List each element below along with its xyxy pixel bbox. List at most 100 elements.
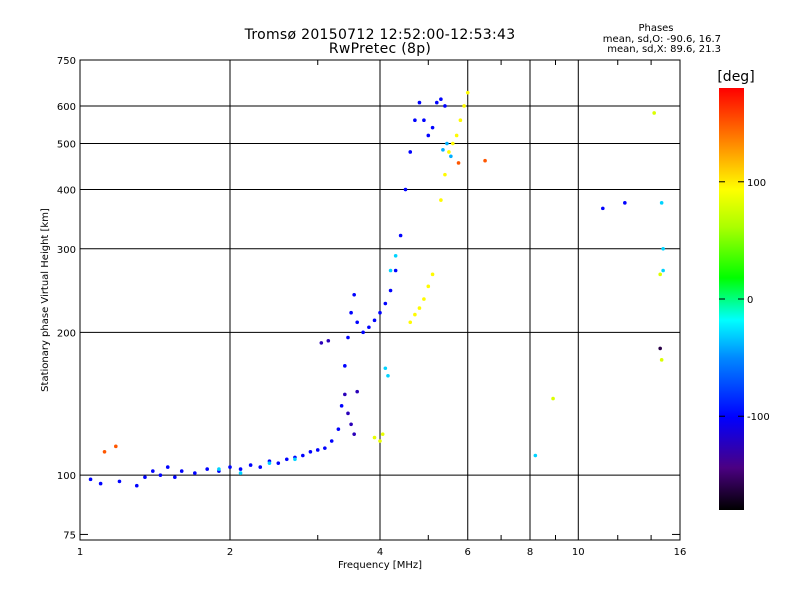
data-point [454,133,459,138]
data-point [413,312,417,317]
data-point [179,469,184,473]
data-point [326,338,331,343]
data-point [533,453,538,458]
data-point [658,272,662,277]
data-point [339,404,344,408]
data-point [372,435,377,440]
phase-stats-header: Phases [638,23,674,34]
data-point [652,111,656,115]
data-point [388,268,393,273]
data-point [267,461,272,465]
data-point [205,467,209,471]
data-point [383,301,388,306]
chart-subtitle: RwPretec (8p) [328,41,432,57]
data-point [661,246,665,251]
y-tick-label: 300 [57,245,76,256]
data-point [551,396,555,401]
data-point [483,158,487,163]
data-point [158,473,163,477]
data-point [352,292,356,297]
data-point [398,233,403,238]
axis-ticks: 1 2 4 6 8 10 16 75 100 200 300 400 500 600 750 [57,56,686,558]
data-point [315,448,320,452]
y-tick-label: 400 [57,186,76,197]
data-points [88,90,665,488]
data-point [258,465,263,469]
data-point [441,148,445,152]
grid [80,60,680,540]
x-tick-label: 8 [527,547,533,558]
data-point [388,288,393,293]
data-point [343,364,347,368]
data-point [386,373,390,378]
data-point [422,118,426,122]
data-point [403,187,408,192]
data-point [151,469,155,473]
data-point [408,150,413,154]
data-point [238,471,243,475]
data-point [88,477,93,482]
data-point [378,439,382,443]
data-point [143,475,147,480]
y-tick-label: 750 [57,56,76,67]
data-point [465,90,470,95]
data-point [98,481,103,486]
y-tick-label: 500 [57,140,76,151]
x-tick-label: 16 [674,547,687,558]
data-point [165,465,170,469]
data-point [661,268,665,273]
data-point [336,427,341,431]
data-point [346,335,350,340]
data-point [445,141,449,146]
data-point [443,172,447,177]
data-point [352,432,356,436]
data-point [284,457,289,462]
data-point [422,297,426,301]
data-point [355,320,359,325]
y-tick-label: 75 [63,530,76,541]
data-point [217,467,221,471]
x-axis-label: Frequency [MHz] [338,560,422,571]
data-point [114,444,118,449]
data-point [383,366,388,371]
data-point [434,100,439,105]
data-point [659,201,664,205]
colorbar-tick-label: -100 [747,412,770,423]
data-point [367,325,371,330]
data-point [413,118,417,122]
data-point [117,479,122,484]
x-tick-label: 10 [572,547,585,558]
data-point [308,450,313,454]
x-tick-label: 6 [465,547,471,558]
data-point [361,330,365,335]
data-point [393,268,398,273]
data-point [417,100,422,105]
phase-stats-x-mode: mean, sd,X: 89.6, 21.3 [607,44,721,55]
data-point [658,346,662,351]
data-point [430,272,435,277]
data-point [238,467,243,471]
phase-stats-o-mode: mean, sd,O: -90.6, 16.7 [602,34,721,45]
data-point [323,446,327,450]
data-point [134,483,139,488]
data-point [372,318,377,323]
data-point [417,306,422,310]
data-point [601,206,605,211]
data-point [623,201,627,205]
data-point [451,141,455,146]
data-point [228,465,232,469]
data-point [349,422,353,427]
data-point [355,389,359,394]
colorbar-ticks: 100 0 -100 [719,178,770,423]
data-point [426,284,431,289]
data-point [378,310,382,315]
data-point [408,320,413,325]
data-point [349,310,353,315]
y-axis-label: Stationary phase Virtual Height [km] [40,208,51,392]
data-point [193,471,197,475]
data-point [458,118,463,122]
y-tick-label: 100 [57,471,76,482]
data-point [439,97,443,102]
y-tick-label: 600 [57,102,76,113]
